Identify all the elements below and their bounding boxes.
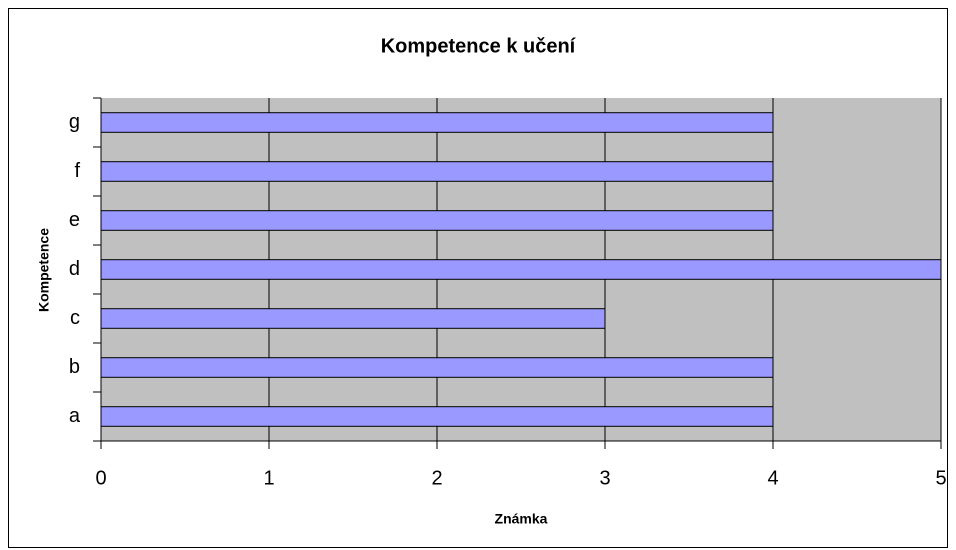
x-tick-label: 3 [599, 467, 610, 489]
y-tick-label: c [70, 307, 80, 329]
y-tick-label: d [69, 258, 80, 280]
y-axis-label: Kompetence [36, 228, 52, 312]
y-tick-label: b [69, 356, 80, 378]
x-tick-label: 0 [95, 467, 106, 489]
x-axis-label: Známka [495, 511, 548, 527]
y-tick-label: f [74, 160, 80, 182]
chart-title: Kompetence k učení [381, 35, 577, 57]
y-tick-label: g [69, 111, 80, 133]
bar [100, 308, 606, 329]
bar [100, 357, 774, 378]
x-tick-label: 4 [767, 467, 778, 489]
bar [100, 112, 774, 133]
x-tick-label: 1 [263, 467, 274, 489]
bar [100, 406, 774, 427]
y-tick-label: e [69, 209, 80, 231]
x-tick-label: 5 [935, 467, 946, 489]
bar [100, 161, 774, 182]
bar [100, 210, 774, 231]
x-tick-label: 2 [431, 467, 442, 489]
bar [100, 259, 942, 280]
y-tick-label: a [69, 405, 81, 427]
